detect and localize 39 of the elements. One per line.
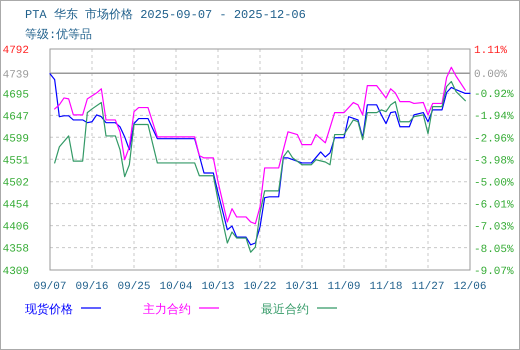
x-tick-label: 11/09: [327, 281, 361, 293]
legend-label: 最近合约: [261, 303, 309, 317]
y2-tick-label: -7.03%: [474, 222, 514, 234]
y2-tick-label: -1.94%: [474, 111, 514, 124]
y2-tick-label: 0.00%: [474, 69, 508, 82]
x-tick-label: 12/06: [453, 281, 487, 293]
x-tick-label: 10/13: [201, 281, 235, 293]
x-tick-label: 09/16: [75, 281, 109, 293]
y-tick-label: 4309: [2, 266, 29, 278]
x-tick-label: 09/25: [117, 281, 151, 293]
x-tick-label: 10/04: [159, 281, 193, 293]
x-tick-label: 09/07: [33, 281, 67, 293]
y2-tick-label: -3.98%: [474, 156, 514, 168]
y2-tick-label: -9.07%: [474, 266, 514, 278]
y-tick-label: 4599: [2, 133, 29, 146]
y2-tick-label: -5.00%: [474, 178, 514, 190]
y2-tick-label: -6.01%: [474, 200, 514, 212]
y2-tick-label: 1.11%: [474, 45, 508, 57]
y-tick-label: 4358: [2, 244, 29, 256]
x-tick-label: 10/22: [243, 281, 277, 293]
y-tick-label: 4406: [2, 222, 29, 234]
legend-label: 主力合约: [143, 302, 191, 317]
y-tick-label: 4647: [2, 111, 29, 124]
y-tick-label: 4739: [2, 69, 29, 82]
y2-tick-label: -8.05%: [474, 244, 514, 256]
y-tick-label: 4695: [2, 89, 29, 102]
y-tick-label: 4792: [2, 45, 29, 57]
y2-tick-label: -0.92%: [474, 89, 514, 102]
chart-subtitle: 等级:优等品: [25, 28, 92, 42]
legend-label: 现货价格: [25, 303, 73, 317]
y-tick-label: 4454: [2, 200, 30, 212]
y2-tick-label: -2.96%: [474, 133, 514, 146]
x-tick-label: 11/18: [369, 281, 403, 293]
line-series: [54, 66, 466, 224]
x-tick-label: 10/31: [285, 281, 319, 293]
x-tick-label: 11/27: [411, 281, 445, 293]
y-tick-label: 4502: [2, 178, 29, 190]
y-tick-label: 4551: [2, 155, 30, 168]
chart-title: PTA 华东 市场价格 2025-09-07 - 2025-12-06: [25, 7, 306, 22]
